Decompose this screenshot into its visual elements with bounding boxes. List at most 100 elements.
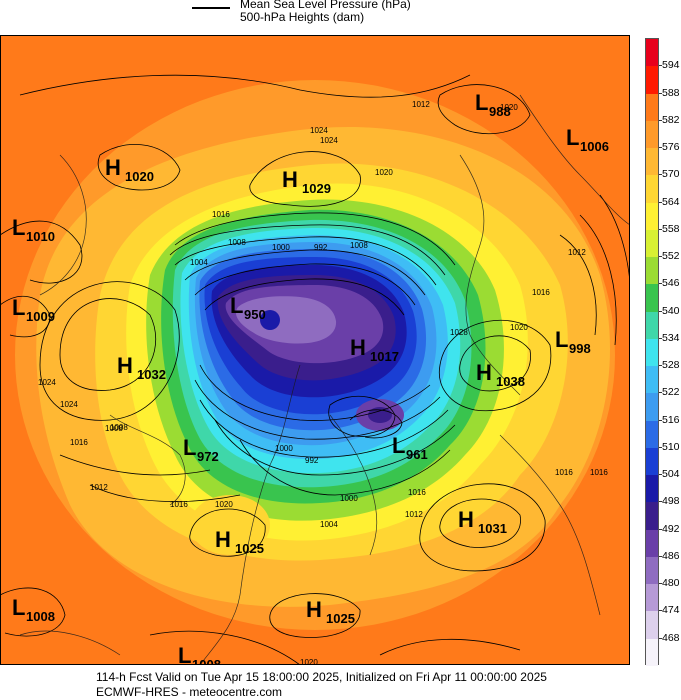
colorbar-tick-mark — [659, 256, 662, 258]
isobar-label: 1028 — [450, 328, 468, 337]
pressure-system-low: L 1008 — [12, 595, 55, 624]
isobar-label: 1000 — [272, 243, 290, 252]
isobar-label: 1008 — [350, 241, 368, 250]
model-source-credit: ECMWF-HRES - meteocentre.com — [96, 685, 283, 699]
system-letter: L — [230, 293, 243, 318]
pressure-system-low: L 1010 — [12, 215, 55, 244]
colorbar-tick-label: 474 — [662, 604, 680, 617]
system-value: 1032 — [137, 367, 166, 382]
colorbar-tick-mark — [659, 201, 662, 203]
colorbar-tick-label: 552 — [662, 250, 680, 263]
colorbar-tick-mark — [659, 147, 662, 149]
isobar-label: 992 — [305, 456, 319, 465]
colorbar-tick-mark — [659, 283, 662, 285]
system-letter: L — [12, 215, 25, 240]
colorbar-tick-mark — [659, 337, 662, 339]
colorbar-cell — [646, 584, 658, 612]
colorbar-tick-label: 564 — [662, 195, 680, 208]
system-value: 998 — [569, 341, 591, 356]
isobar-label: 1024 — [320, 136, 338, 145]
colorbar-tick-mark — [659, 228, 662, 230]
system-letter: L — [12, 295, 25, 320]
pressure-system-low: L 1006 — [566, 125, 609, 154]
colorbar-tick-label: 558 — [662, 222, 680, 235]
pressure-systems: L 988 L 1006 H 1020 H 1029 L 1010 L 1009… — [12, 90, 609, 665]
isobar-label: 1000 — [275, 444, 293, 453]
colorbar-tick-label: 504 — [662, 468, 680, 481]
colorbar-tick-label: 480 — [662, 577, 680, 590]
isobar-label: 1024 — [310, 126, 328, 135]
pressure-system-high: H 1025 — [306, 597, 355, 626]
system-value: 1008 — [192, 657, 221, 665]
system-letter: L — [475, 90, 488, 115]
colorbar-cell — [646, 338, 658, 367]
system-value: 1010 — [26, 229, 55, 244]
weather-map: L 988 L 1006 H 1020 H 1029 L 1010 L 1009… — [0, 35, 630, 665]
pressure-system-high: H 1020 — [105, 155, 154, 184]
colorbar-tick-mark — [659, 365, 662, 367]
pressure-system-low: L 1009 — [12, 295, 55, 324]
isobar-label: 1020 — [215, 500, 233, 509]
system-value: 972 — [197, 449, 219, 464]
system-value: 950 — [244, 307, 266, 322]
legend-label-mslp: Mean Sea Level Pressure (hPa) — [240, 0, 411, 11]
pressure-system-high: H 1032 — [117, 353, 166, 382]
isobar-label: 1016 — [408, 488, 426, 497]
system-letter: L — [555, 327, 568, 352]
system-letter: H — [282, 167, 298, 192]
colorbar-cell — [646, 202, 658, 231]
system-value: 1017 — [370, 349, 399, 364]
colorbar-tick-mark — [659, 65, 662, 67]
isobar-label: 1004 — [320, 520, 338, 529]
system-value: 1038 — [496, 374, 525, 389]
system-letter: H — [476, 360, 492, 385]
system-letter: H — [306, 597, 322, 622]
colorbar-tick-label: 510 — [662, 440, 680, 453]
colorbar-tick-label: 522 — [662, 386, 680, 399]
system-value: 1025 — [326, 611, 355, 626]
isobar-label: 1020 — [375, 168, 393, 177]
colorbar-cell — [646, 93, 658, 122]
system-letter: H — [458, 507, 474, 532]
colorbar-tick-mark — [659, 555, 662, 557]
system-value: 1025 — [235, 541, 264, 556]
isobar-label: 1012 — [568, 248, 586, 257]
isobars — [0, 74, 630, 665]
isobar-label: 1016 — [170, 500, 188, 509]
isobar-label: 1008 — [110, 423, 128, 432]
isobar-label: 1004 — [190, 258, 208, 267]
system-letter: L — [566, 125, 579, 150]
system-letter: H — [105, 155, 121, 180]
colorbar-tick-mark — [659, 92, 662, 94]
colorbar-tick-mark — [659, 528, 662, 530]
pressure-system-high: H 1029 — [282, 167, 331, 196]
colorbar-tick-mark — [659, 474, 662, 476]
colorbar-cell — [646, 229, 658, 258]
map-frame — [0, 35, 630, 665]
forecast-valid-time: 114-h Fcst Valid on Tue Apr 15 18:00:00 … — [96, 670, 547, 684]
system-value: 1020 — [125, 169, 154, 184]
colorbar-tick-label: 546 — [662, 277, 680, 290]
isobar-label: 1020 — [300, 658, 318, 665]
colorbar-tick-mark — [659, 583, 662, 585]
system-letter: H — [215, 527, 231, 552]
pressure-system-low: L 961 — [392, 433, 428, 462]
system-value: 1006 — [580, 139, 609, 154]
isobar-legend-swatch — [192, 7, 230, 9]
isobar-label: 1008 — [228, 238, 246, 247]
colorbar-cell — [646, 447, 658, 476]
colorbar-tick-mark — [659, 637, 662, 639]
system-value: 1008 — [26, 609, 55, 624]
colorbar-cell — [646, 393, 658, 422]
isobar-label: 1016 — [532, 288, 550, 297]
system-letter: L — [183, 435, 196, 460]
isobar-label: 1020 — [510, 323, 528, 332]
colorbar-tick-mark — [659, 119, 662, 121]
colorbar-tick-mark — [659, 446, 662, 448]
system-letter: L — [12, 595, 25, 620]
pressure-system-low: L 950 — [230, 293, 266, 322]
pressure-system-low: L 998 — [555, 327, 591, 356]
height-colorbar — [645, 38, 659, 667]
colorbar-cell — [646, 284, 658, 313]
pressure-system-high: H 1038 — [476, 360, 525, 389]
